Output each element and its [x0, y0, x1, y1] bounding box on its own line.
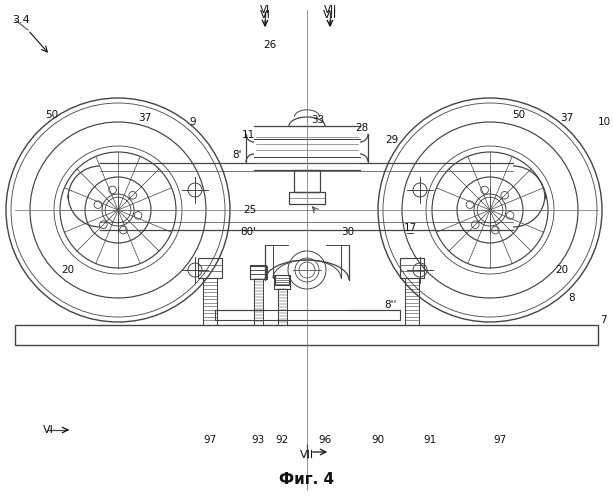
Text: 30: 30 [341, 227, 354, 237]
Text: 90: 90 [371, 435, 384, 445]
Bar [294, 170, 320, 192]
Bar [400, 258, 424, 278]
Text: VII: VII [323, 10, 337, 20]
Text: 91: 91 [424, 435, 436, 445]
Text: 26: 26 [264, 40, 276, 50]
Bar [249, 266, 267, 278]
Text: 7: 7 [600, 315, 606, 325]
Text: 20: 20 [555, 265, 569, 275]
Text: 28: 28 [356, 123, 368, 133]
Bar [198, 258, 222, 278]
Bar [289, 192, 325, 204]
Bar [15, 325, 598, 345]
Bar [215, 310, 400, 320]
Text: 50: 50 [512, 110, 525, 120]
Text: VII: VII [300, 450, 314, 460]
Text: 97: 97 [493, 435, 506, 445]
Bar [275, 275, 289, 285]
Text: 8: 8 [569, 293, 576, 303]
Text: 3.4: 3.4 [12, 15, 30, 25]
Text: VI: VI [42, 425, 53, 435]
Text: 10: 10 [598, 117, 611, 127]
Text: 37: 37 [139, 113, 151, 123]
Text: 8'': 8'' [384, 300, 396, 310]
Text: 93: 93 [251, 435, 265, 445]
Text: VII: VII [324, 5, 337, 15]
Text: 20: 20 [61, 265, 75, 275]
Bar [250, 265, 266, 279]
Text: 96: 96 [318, 435, 332, 445]
Text: 92: 92 [275, 435, 289, 445]
Text: 29: 29 [386, 135, 398, 145]
Text: 50: 50 [45, 110, 59, 120]
Text: 17: 17 [403, 223, 417, 233]
Text: VI: VI [259, 10, 270, 20]
Text: VI: VI [260, 5, 270, 15]
Text: 25: 25 [243, 205, 257, 215]
Text: 37: 37 [560, 113, 574, 123]
Text: 9: 9 [189, 117, 196, 127]
Text: Фиг. 4: Фиг. 4 [280, 472, 335, 488]
Text: 11: 11 [242, 130, 254, 140]
Text: 8': 8' [232, 150, 242, 160]
Bar [274, 275, 290, 289]
Text: 97: 97 [204, 435, 216, 445]
Text: 80': 80' [240, 227, 256, 237]
Text: 33: 33 [311, 115, 325, 125]
